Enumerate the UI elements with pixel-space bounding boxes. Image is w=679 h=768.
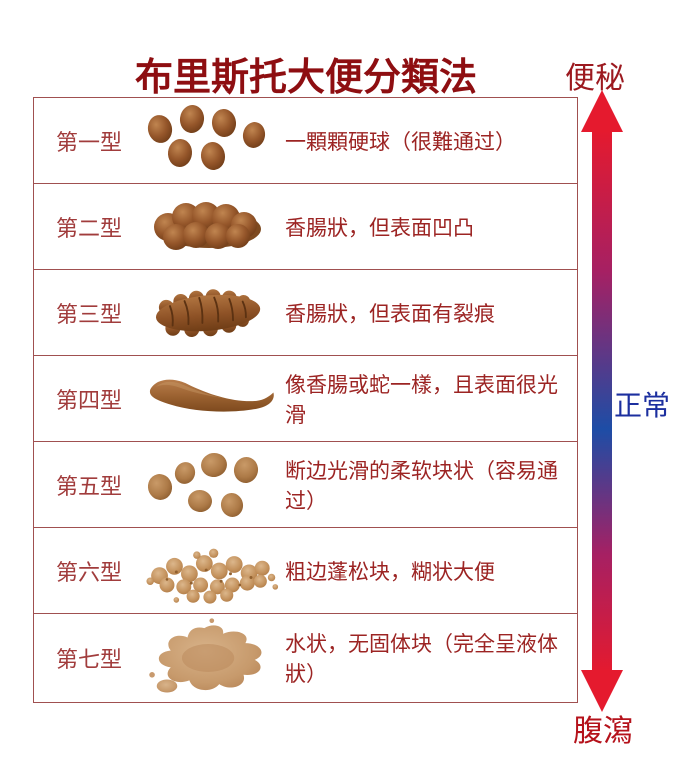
type-4-label: 第四型 — [56, 387, 123, 413]
table-row-type-7: 第七型 水状，无固体块（完全呈液体狀） — [34, 614, 577, 702]
type-5-label: 第五型 — [56, 473, 123, 499]
type-7-description: 水状，无固体块（完全呈液体狀） — [285, 633, 558, 686]
table-row-type-1: 第一型 一顆顆硬球（很難通过） — [34, 98, 577, 184]
type-2-description: 香腸狀，但表面凹凸 — [285, 216, 474, 240]
stool-type-table: 第一型 一顆顆硬球（很難通过） 第二型 — [33, 97, 578, 703]
soft-smooth-blobs-icon — [139, 443, 279, 527]
type-4-description: 像香腸或蛇一樣，且表面很光滑 — [285, 373, 558, 427]
table-row-type-6: 第六型 — [34, 528, 577, 614]
table-row-type-2: 第二型 香腸狀，但表面凹凸 — [34, 184, 577, 270]
table-row-type-5: 第五型 断边光滑的柔软块状（容易通过） — [34, 442, 577, 528]
watery-liquid-splat-icon — [139, 614, 279, 702]
normal-label: 正常 — [614, 390, 671, 421]
table-row-type-4: 第四型 像香腸或蛇一樣，且表面很光滑 — [34, 356, 577, 442]
table-row-type-3: 第三型 香腸狀，但表面 — [34, 270, 577, 356]
arrow-down-icon — [581, 670, 623, 712]
type-1-label: 第一型 — [56, 129, 123, 155]
smooth-snake-icon — [139, 367, 279, 431]
type-3-description: 香腸狀，但表面有裂痕 — [285, 302, 495, 326]
separate-hard-lumps-icon — [139, 103, 279, 179]
type-7-label: 第七型 — [56, 647, 123, 672]
fluffy-mushy-pieces-icon — [139, 536, 279, 606]
page-title: 布里斯托大便分類法 — [134, 57, 477, 99]
constipation-label: 便秘 — [565, 62, 625, 95]
lumpy-sausage-icon — [139, 189, 279, 265]
cracked-sausage-icon — [139, 275, 279, 351]
type-6-label: 第六型 — [56, 559, 123, 585]
type-2-label: 第二型 — [56, 215, 123, 241]
type-1-description: 一顆顆硬球（很難通过） — [285, 130, 516, 154]
severity-gradient-arrow-shaft — [592, 130, 612, 674]
type-5-description: 断边光滑的柔软块状（容易通过） — [285, 459, 558, 513]
type-3-label: 第三型 — [56, 301, 123, 327]
diarrhea-label: 腹瀉 — [573, 715, 633, 748]
type-6-description: 粗边蓬松块，糊状大便 — [285, 560, 495, 584]
arrow-up-icon — [581, 90, 623, 132]
